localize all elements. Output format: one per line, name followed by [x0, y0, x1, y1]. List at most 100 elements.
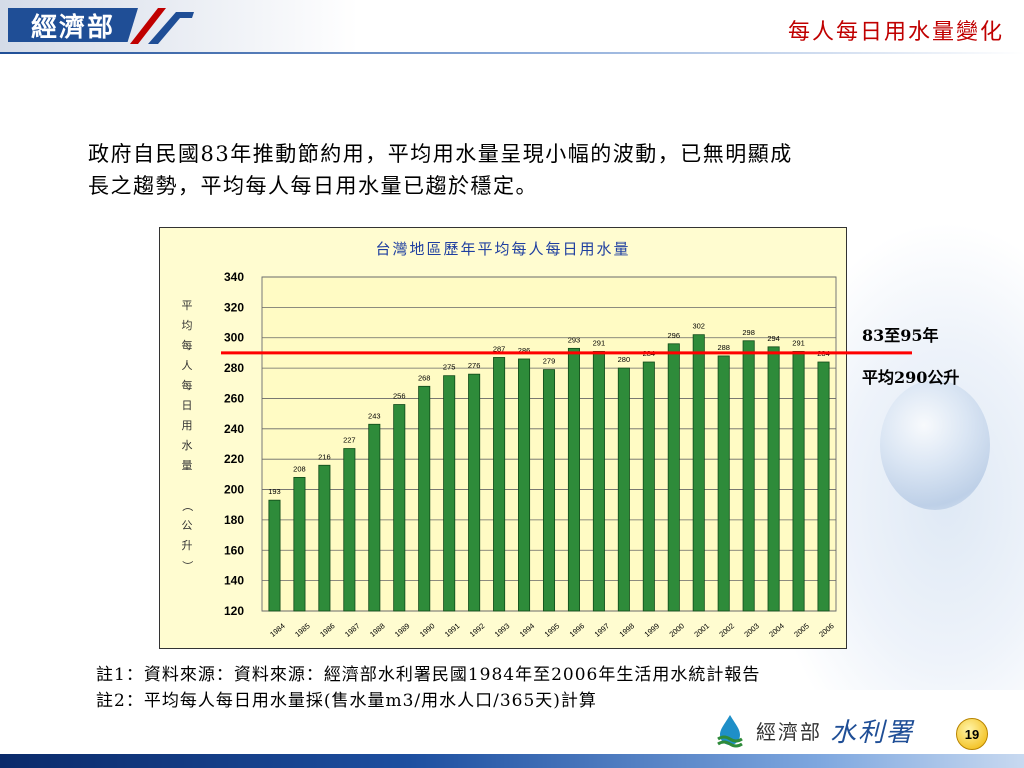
data-label: 293 — [568, 335, 581, 344]
average-annotation-period: 83至95年 — [862, 326, 939, 345]
bar — [642, 361, 655, 612]
bar — [667, 343, 680, 612]
data-label: 291 — [593, 338, 606, 347]
chart-title: 台灣地區歷年平均每人每日用水量 — [375, 240, 631, 258]
bar — [567, 347, 580, 612]
bar — [767, 346, 780, 612]
data-label: 288 — [717, 343, 730, 352]
data-label: 227 — [343, 436, 356, 445]
y-axis-label-char: 水 — [181, 439, 193, 452]
y-axis-label-char: 人 — [181, 359, 193, 372]
x-tick-label: 2006 — [817, 621, 836, 639]
x-tick-label: 1999 — [643, 621, 662, 639]
x-tick-label: 2005 — [792, 621, 811, 639]
footer-brand-name: 水利署 — [830, 718, 915, 748]
bar — [343, 448, 356, 612]
y-tick-label: 140 — [224, 574, 244, 588]
footer-band — [0, 754, 1024, 768]
x-tick-label: 1989 — [393, 621, 412, 639]
bar — [493, 357, 506, 612]
y-tick-label: 300 — [224, 331, 244, 345]
data-label: 276 — [468, 361, 481, 370]
x-tick-label: 2002 — [717, 621, 736, 639]
y-tick-label: 340 — [224, 270, 244, 284]
bar — [817, 361, 830, 612]
y-axis-label-char: 每 — [181, 379, 193, 392]
y-axis-label-char: 升 — [181, 539, 193, 552]
y-axis-label-char: 均 — [181, 319, 193, 332]
footer-org-name: 經濟部 — [756, 720, 822, 744]
data-label: 291 — [792, 338, 805, 347]
x-tick-label: 1987 — [343, 621, 362, 639]
data-label: 243 — [368, 411, 381, 420]
x-tick-label: 1996 — [568, 621, 587, 639]
y-axis-label-char: 量 — [181, 459, 193, 472]
y-tick-label: 240 — [224, 422, 244, 436]
x-tick-label: 1998 — [618, 621, 637, 639]
x-tick-label: 1992 — [468, 621, 487, 639]
bar — [443, 375, 456, 612]
header-divider — [0, 52, 1024, 54]
x-tick-label: 1991 — [443, 621, 462, 639]
water-drop-image — [880, 380, 990, 510]
data-label: 302 — [692, 322, 705, 331]
data-label: 280 — [618, 355, 631, 364]
y-tick-label: 320 — [224, 300, 244, 314]
data-label: 296 — [668, 331, 681, 340]
bar — [318, 464, 331, 612]
bar — [692, 334, 705, 612]
x-tick-label: 1988 — [368, 621, 387, 639]
intro-paragraph: 政府自民國83年推動節約用，平均用水量呈現小幅的波動，已無明顯成 長之趨勢，平均… — [88, 138, 968, 202]
y-axis-label-char: 用 — [181, 419, 193, 432]
data-label: 208 — [293, 464, 306, 473]
x-tick-label: 2001 — [692, 621, 711, 639]
bar — [792, 350, 805, 612]
y-tick-label: 260 — [224, 391, 244, 405]
y-axis-label-char: 每 — [181, 339, 193, 352]
bar — [742, 340, 755, 612]
data-label: 286 — [518, 346, 531, 355]
x-tick-label: 1994 — [518, 621, 537, 639]
bar — [617, 367, 630, 612]
page-number-badge: 19 — [956, 718, 988, 750]
y-tick-label: 220 — [224, 452, 244, 466]
logo-swoosh-icon — [130, 8, 194, 44]
bar — [418, 385, 431, 612]
footer-logo: 經濟部 水利署 — [712, 712, 914, 749]
water-resources-logo-icon — [717, 714, 743, 747]
x-tick-label: 1993 — [493, 621, 512, 639]
y-axis-label-char: 日 — [181, 399, 193, 412]
bar — [518, 358, 531, 612]
y-tick-label: 280 — [224, 361, 244, 375]
data-label: 256 — [393, 392, 406, 401]
y-axis-label-char: 平 — [181, 299, 193, 312]
data-label: 216 — [318, 452, 331, 461]
x-tick-label: 2000 — [667, 621, 686, 639]
logo-text: 經濟部 — [30, 12, 115, 43]
note-1: 註1：資料來源：資料來源：經濟部水利署民國1984年至2006年生活用水統計報告 — [96, 665, 761, 685]
intro-line-2: 長之趨勢，平均每人每日用水量已趨於穩定。 — [88, 174, 538, 198]
y-tick-label: 180 — [224, 513, 244, 527]
note-2: 註2：平均每人每日用水量採(售水量m3/用水人口/365天)計算 — [96, 691, 597, 711]
x-tick-label: 2004 — [767, 621, 786, 639]
average-annotation-value: 平均290公升 — [862, 368, 960, 387]
data-label: 193 — [268, 487, 281, 496]
x-tick-label: 1990 — [418, 621, 437, 639]
x-tick-label: 1995 — [543, 621, 562, 639]
bar — [717, 355, 730, 612]
x-tick-label: 2003 — [742, 621, 761, 639]
bar — [542, 369, 556, 612]
data-label: 268 — [418, 373, 431, 382]
y-tick-label: 200 — [224, 483, 244, 497]
y-axis-label-char: 公 — [181, 519, 193, 532]
intro-line-1: 政府自民國83年推動節約用，平均用水量呈現小幅的波動，已無明顯成 — [88, 142, 793, 166]
data-label: 279 — [543, 357, 556, 366]
bar — [592, 350, 605, 612]
y-tick-label: 120 — [224, 604, 244, 618]
ministry-logo: 經濟部 — [8, 8, 138, 42]
bar — [393, 404, 406, 612]
bar — [468, 373, 481, 612]
x-tick-label: 1986 — [318, 621, 337, 639]
bar — [268, 499, 281, 612]
